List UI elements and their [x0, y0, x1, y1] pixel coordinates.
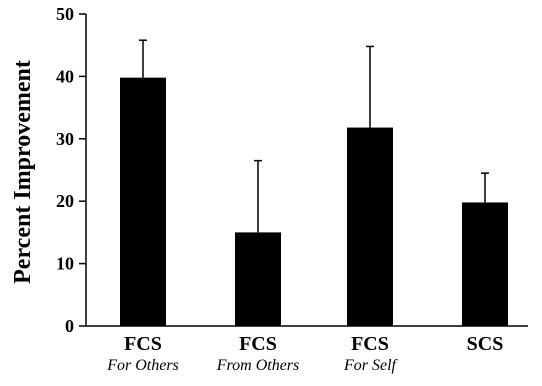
y-tick-label: 50: [56, 4, 74, 24]
x-tick-label: FCS: [124, 333, 162, 355]
bars: [120, 77, 508, 327]
error-bars: [139, 39, 489, 233]
bar: [347, 127, 393, 327]
bar: [462, 202, 508, 326]
y-tick-label: 30: [56, 129, 74, 149]
x-tick-sublabel: For Self: [343, 357, 399, 374]
y-tick-label: 20: [56, 191, 74, 211]
x-tick-label: FCS: [351, 333, 389, 355]
y-ticks: 0 10 20 30 40 50: [56, 4, 86, 336]
x-tick-sublabel: From Others: [216, 357, 300, 374]
y-tick-label: 0: [65, 316, 74, 336]
y-tick-label: 40: [56, 66, 74, 86]
x-tick-sublabel: For Others: [106, 357, 179, 374]
x-tick-label: FCS: [239, 333, 277, 355]
x-tick-label: SCS: [467, 333, 504, 355]
bar: [235, 232, 281, 326]
bar: [120, 77, 166, 326]
y-axis-label: Percent Improvement: [10, 60, 36, 284]
x-tick-labels: FCS For Others FCS From Others FCS For Self SC…: [106, 333, 503, 374]
y-tick-label: 10: [56, 254, 74, 274]
